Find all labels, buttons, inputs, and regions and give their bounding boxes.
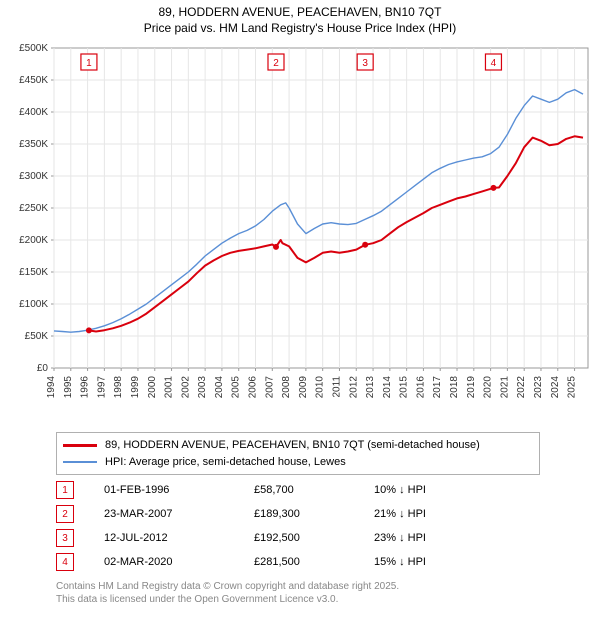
sale-diff: 23% ↓ HPI — [374, 532, 494, 544]
sale-date: 23-MAR-2007 — [104, 508, 254, 520]
svg-text:2001: 2001 — [164, 376, 175, 399]
svg-text:1994: 1994 — [46, 376, 57, 399]
svg-text:£350K: £350K — [19, 139, 48, 150]
svg-text:£200K: £200K — [19, 235, 48, 246]
svg-text:1996: 1996 — [80, 376, 91, 399]
sale-row: 4 02-MAR-2020£281,50015% ↓ HPI — [56, 550, 494, 574]
sale-date: 02-MAR-2020 — [104, 556, 254, 568]
svg-text:1995: 1995 — [63, 376, 74, 399]
sale-price: £189,300 — [254, 508, 374, 520]
svg-text:2000: 2000 — [147, 376, 158, 399]
legend-label: 89, HODDERN AVENUE, PEACEHAVEN, BN10 7QT… — [105, 437, 480, 454]
svg-text:2020: 2020 — [483, 376, 494, 399]
svg-text:2008: 2008 — [281, 376, 292, 399]
svg-text:£500K: £500K — [19, 43, 48, 54]
svg-text:£100K: £100K — [19, 299, 48, 310]
svg-text:2007: 2007 — [264, 376, 275, 399]
sale-marker: 4 — [56, 553, 74, 571]
price-chart: £0 £50K £100K £150K £200K £250K £300K £350K £400… — [8, 42, 592, 422]
svg-text:2: 2 — [273, 58, 279, 69]
footer-line-2: This data is licensed under the Open Gov… — [56, 593, 399, 606]
legend-item: 89, HODDERN AVENUE, PEACEHAVEN, BN10 7QT… — [63, 437, 533, 454]
sale-row: 3 12-JUL-2012£192,50023% ↓ HPI — [56, 526, 494, 550]
sale-diff: 10% ↓ HPI — [374, 484, 494, 496]
svg-text:£150K: £150K — [19, 267, 48, 278]
footer-attribution: Contains HM Land Registry data © Crown c… — [56, 580, 399, 606]
sale-date: 12-JUL-2012 — [104, 532, 254, 544]
sale-diff: 21% ↓ HPI — [374, 508, 494, 520]
svg-text:1999: 1999 — [130, 376, 141, 399]
sale-date: 01-FEB-1996 — [104, 484, 254, 496]
svg-text:1998: 1998 — [113, 376, 124, 399]
svg-text:2017: 2017 — [432, 376, 443, 399]
svg-text:2014: 2014 — [382, 376, 393, 399]
sale-marker: 1 — [56, 481, 74, 499]
svg-text:2011: 2011 — [331, 376, 342, 398]
sale-marker: 3 — [56, 529, 74, 547]
title-line-2: Price paid vs. HM Land Registry's House … — [0, 20, 600, 36]
svg-text:2002: 2002 — [180, 376, 191, 399]
svg-text:2009: 2009 — [298, 376, 309, 399]
svg-text:2005: 2005 — [231, 376, 242, 399]
svg-text:2004: 2004 — [214, 376, 225, 399]
legend: 89, HODDERN AVENUE, PEACEHAVEN, BN10 7QT… — [56, 432, 540, 475]
svg-text:£0: £0 — [37, 363, 49, 374]
sales-table: 1 01-FEB-1996£58,70010% ↓ HPI 2 23-MAR-2007… — [56, 478, 494, 574]
sale-row: 2 23-MAR-2007£189,30021% ↓ HPI — [56, 502, 494, 526]
legend-item: HPI: Average price, semi-detached house,… — [63, 454, 533, 471]
svg-text:£300K: £300K — [19, 171, 48, 182]
chart-title: 89, HODDERN AVENUE, PEACEHAVEN, BN10 7QT… — [0, 0, 600, 36]
svg-text:3: 3 — [362, 58, 368, 69]
page: 89, HODDERN AVENUE, PEACEHAVEN, BN10 7QT… — [0, 0, 600, 620]
chart-svg: £0 £50K £100K £150K £200K £250K £300K £350K £400… — [8, 42, 592, 422]
title-line-1: 89, HODDERN AVENUE, PEACEHAVEN, BN10 7QT — [0, 4, 600, 20]
legend-swatch — [63, 461, 97, 463]
svg-text:2024: 2024 — [550, 376, 561, 399]
svg-text:2015: 2015 — [399, 376, 410, 399]
footer-line-1: Contains HM Land Registry data © Crown c… — [56, 580, 399, 593]
legend-label: HPI: Average price, semi-detached house,… — [105, 454, 346, 471]
sale-diff: 15% ↓ HPI — [374, 556, 494, 568]
legend-swatch — [63, 444, 97, 447]
svg-text:2022: 2022 — [516, 376, 527, 399]
svg-text:2023: 2023 — [533, 376, 544, 399]
svg-text:2025: 2025 — [567, 376, 578, 399]
sale-price: £58,700 — [254, 484, 374, 496]
svg-text:£250K: £250K — [19, 203, 48, 214]
svg-text:4: 4 — [491, 58, 497, 69]
sale-row: 1 01-FEB-1996£58,70010% ↓ HPI — [56, 478, 494, 502]
sale-price: £281,500 — [254, 556, 374, 568]
svg-text:£50K: £50K — [25, 331, 49, 342]
svg-text:2018: 2018 — [449, 376, 460, 399]
svg-text:2019: 2019 — [466, 376, 477, 399]
svg-text:£400K: £400K — [19, 107, 48, 118]
svg-text:1997: 1997 — [96, 376, 107, 399]
svg-text:2006: 2006 — [248, 376, 259, 399]
sale-marker: 2 — [56, 505, 74, 523]
svg-text:2012: 2012 — [348, 376, 359, 399]
svg-text:2016: 2016 — [415, 376, 426, 399]
sale-price: £192,500 — [254, 532, 374, 544]
svg-text:2010: 2010 — [315, 376, 326, 399]
svg-text:1: 1 — [86, 58, 92, 69]
svg-text:2021: 2021 — [499, 376, 510, 399]
svg-text:2003: 2003 — [197, 376, 208, 399]
svg-text:2013: 2013 — [365, 376, 376, 399]
svg-text:£450K: £450K — [19, 75, 48, 86]
